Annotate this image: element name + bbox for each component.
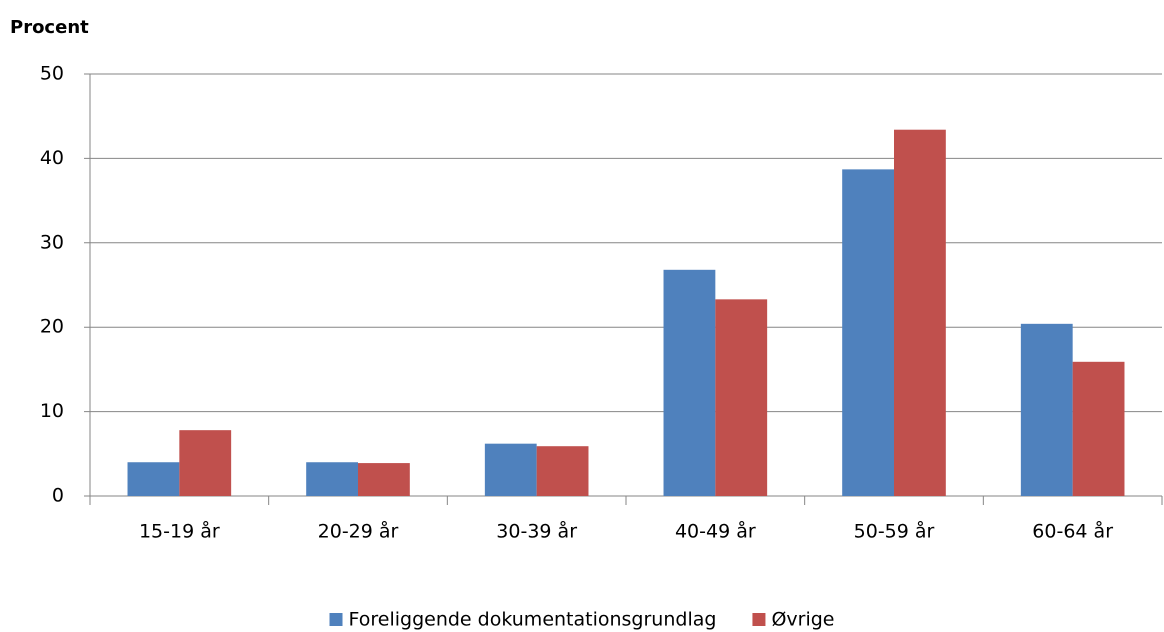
y-tick-label: 0: [52, 485, 64, 507]
bar: [715, 299, 768, 496]
y-tick-label: 50: [40, 63, 64, 85]
y-tick-label: 10: [40, 400, 64, 422]
x-tick-label: 20-29 år: [318, 520, 399, 543]
bar: [663, 269, 716, 496]
legend-swatch: [329, 613, 343, 626]
bar: [1072, 361, 1125, 496]
x-tick-label: 15-19 år: [139, 520, 220, 543]
y-tick-label: 40: [40, 147, 64, 169]
x-tick-label: 30-39 år: [496, 520, 577, 543]
x-tick-label: 50-59 år: [854, 520, 935, 543]
bar: [306, 462, 358, 496]
y-tick-label: 20: [40, 316, 64, 338]
y-tick-label: 30: [40, 231, 64, 253]
bar: [127, 462, 180, 496]
legend-label: Øvrige: [771, 609, 834, 631]
x-tick-label: 60-64 år: [1032, 520, 1113, 543]
legend-label: Foreliggende dokumentationsgrundlag: [349, 609, 717, 631]
legend-swatch: [752, 613, 766, 626]
y-axis-label: Procent: [10, 17, 89, 38]
bar: [358, 463, 410, 496]
bar: [179, 430, 232, 496]
bar: [842, 169, 894, 496]
bar: [484, 443, 537, 496]
x-tick-label: 40-49 år: [675, 520, 756, 543]
bar: [536, 446, 589, 496]
bar: [894, 129, 946, 497]
bar: [1020, 323, 1073, 496]
